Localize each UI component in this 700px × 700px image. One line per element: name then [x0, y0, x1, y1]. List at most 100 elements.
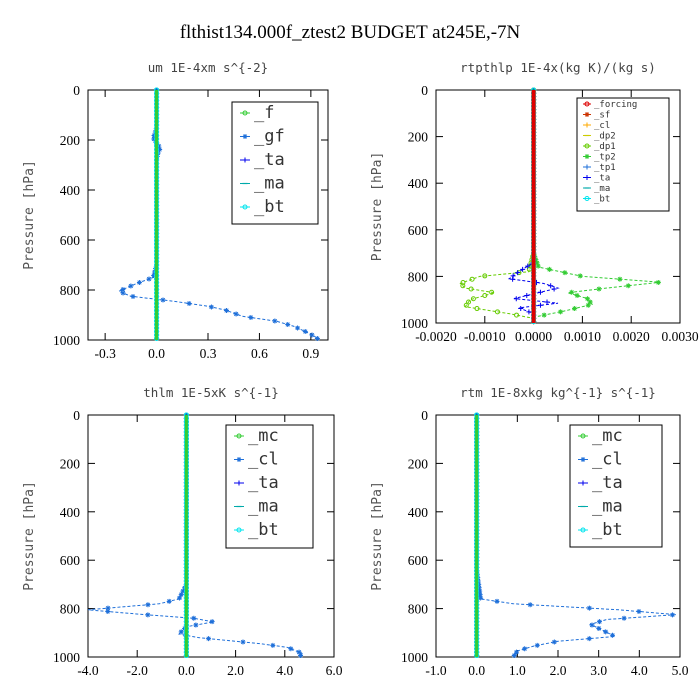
- series-marker: [489, 289, 495, 295]
- panel-title: thlm 1E-5xK s^{-1}: [143, 385, 278, 400]
- y-tick-label: 1000: [53, 333, 80, 348]
- series-marker: [511, 653, 517, 659]
- series-marker: [145, 612, 151, 618]
- series-marker: [520, 266, 526, 272]
- plot-frame: [87, 414, 335, 658]
- series-marker: [193, 622, 199, 628]
- legend-label: _forcing: [594, 100, 637, 110]
- legend-label: _cl: [248, 450, 279, 470]
- legend-label: _ma: [254, 174, 285, 194]
- panel-title: rtpthlp 1E-4x(kg K)/(kg s): [460, 60, 656, 75]
- series-marker: [224, 308, 230, 313]
- series-marker: [105, 605, 111, 611]
- y-tick-label: 600: [408, 223, 429, 238]
- series-marker: [209, 619, 215, 625]
- series-marker: [466, 299, 472, 305]
- series-marker: [145, 602, 151, 608]
- legend-label: _sf: [594, 111, 610, 121]
- series-marker: [669, 612, 675, 618]
- legend-label: _ta: [254, 150, 285, 170]
- series-marker: [460, 283, 466, 289]
- y-tick-label: 200: [60, 133, 81, 148]
- y-tick-label: 800: [60, 602, 81, 617]
- series-marker: [208, 304, 214, 310]
- x-tick-label: 4.0: [276, 663, 293, 678]
- series-marker: [548, 283, 554, 289]
- y-tick-label: 0: [421, 408, 428, 423]
- legend-label: _ma: [592, 497, 623, 517]
- series-line: [476, 415, 676, 658]
- y-tick-label: 400: [60, 183, 81, 198]
- legend-label: _dp2: [594, 132, 616, 142]
- legend-marker: [236, 480, 242, 486]
- legend-marker: [236, 527, 242, 533]
- panel-title: rtm 1E-8xkg kg^{-1} s^{-1}: [460, 385, 656, 400]
- series-marker: [470, 296, 476, 302]
- series-marker: [585, 302, 591, 308]
- y-tick-label: 1000: [401, 316, 428, 331]
- x-tick-label: 0.0030: [661, 329, 698, 344]
- series-marker: [477, 592, 483, 598]
- legend-label: _ta: [594, 174, 610, 184]
- legend-marker: [584, 143, 590, 149]
- y-tick-label: 400: [408, 505, 429, 520]
- y-tick-label: 0: [73, 83, 80, 98]
- legend-label: _bt: [594, 195, 610, 205]
- series-marker: [609, 632, 615, 638]
- series-marker: [577, 273, 583, 279]
- series-marker: [482, 273, 488, 279]
- x-tick-label: 0.6: [251, 346, 268, 361]
- legend-marker: [242, 204, 248, 210]
- series-marker: [128, 283, 134, 289]
- legend-label: _ta: [592, 473, 623, 493]
- series-marker: [586, 605, 592, 611]
- y-tick-label: 600: [60, 553, 81, 568]
- series-marker: [474, 306, 480, 312]
- series-marker: [526, 309, 532, 315]
- series-marker: [574, 293, 580, 299]
- series-marker: [551, 286, 557, 292]
- series-marker: [621, 615, 627, 621]
- series-marker: [460, 279, 466, 285]
- legend-label: _bt: [248, 520, 279, 540]
- panel-3: thlm 1E-5xK s^{-1} Pressure [hPa] -4.0 -2.0…: [22, 385, 343, 678]
- x-tick-label: -0.0010: [464, 329, 506, 344]
- series-marker: [584, 296, 590, 302]
- legend-label: _bt: [254, 197, 285, 217]
- legend-marker: [580, 527, 586, 533]
- legend-label: _ta: [248, 473, 279, 493]
- series-marker: [514, 649, 520, 655]
- y-tick-label: 200: [408, 456, 429, 471]
- y-axis-label: Pressure [hPa]: [22, 481, 37, 591]
- series-marker: [596, 619, 602, 625]
- series-marker: [587, 299, 593, 305]
- legend-box: [231, 101, 319, 225]
- series-marker: [534, 642, 540, 648]
- series-marker: [535, 263, 541, 269]
- series-marker: [206, 636, 212, 642]
- series-marker: [146, 276, 152, 282]
- legend: _forcing_sf_cl_dp2_dp1_tp2_tp1_ta_ma_bt: [576, 97, 670, 212]
- y-tick-label: 0: [421, 83, 428, 98]
- y-tick-label: 400: [60, 505, 81, 520]
- y-tick-label: 0: [73, 408, 80, 423]
- series-marker: [178, 629, 184, 635]
- legend-marker: [584, 112, 590, 117]
- legend-marker: [580, 457, 586, 462]
- legend-marker: [584, 154, 590, 159]
- legend-marker: [584, 101, 590, 107]
- series-marker: [513, 296, 519, 302]
- series-marker: [589, 622, 595, 628]
- y-tick-label: 600: [408, 553, 429, 568]
- series-marker: [494, 598, 500, 604]
- series-marker: [178, 592, 184, 598]
- series-marker: [572, 306, 578, 312]
- series-marker: [562, 270, 568, 276]
- x-tick-label: -2.0: [127, 663, 149, 678]
- x-tick-label: 0.0020: [613, 329, 650, 344]
- x-tick-label: 2.0: [550, 663, 567, 678]
- series-marker: [177, 595, 183, 601]
- y-axis-label: Pressure [hPa]: [370, 481, 385, 591]
- series-marker: [157, 147, 163, 152]
